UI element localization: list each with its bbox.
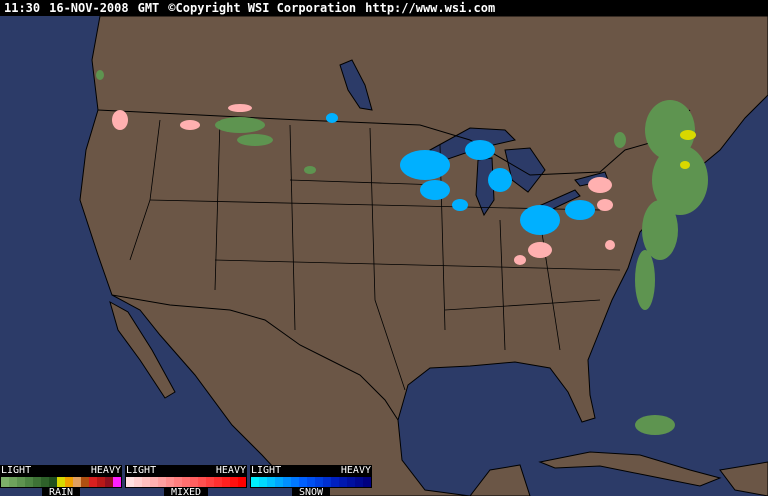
legend-swatch — [17, 477, 25, 487]
legend-swatch — [206, 477, 214, 487]
legend-color-bar — [0, 476, 122, 488]
legend-swatch — [198, 477, 206, 487]
legend-swatch — [182, 477, 190, 487]
legend-swatch — [259, 477, 267, 487]
legend-swatch — [142, 477, 150, 487]
legend-swatch — [267, 477, 275, 487]
time: 11:30 — [4, 1, 41, 15]
legend-mixed: LIGHT HEAVY MIXED — [125, 465, 247, 496]
legend-type-label: MIXED — [164, 488, 208, 496]
legend-swatch — [33, 477, 41, 487]
legend-swatch — [81, 477, 89, 487]
date: 16-NOV-2008 — [49, 1, 129, 15]
url: http://www.wsi.com — [365, 1, 496, 15]
legend-swatch — [174, 477, 182, 487]
legend-heavy-label: HEAVY — [340, 465, 371, 476]
legend-swatch — [251, 477, 259, 487]
legend-light-label: LIGHT — [126, 465, 157, 476]
legend-swatch — [150, 477, 158, 487]
state-lines — [129, 119, 621, 391]
land-baja — [109, 300, 176, 399]
legend-heavy-label: HEAVY — [90, 465, 121, 476]
lake-winnipeg — [339, 59, 373, 111]
legend-light-label: LIGHT — [251, 465, 282, 476]
legend-swatch — [190, 477, 198, 487]
legend-light-label: LIGHT — [1, 465, 32, 476]
precip-snow — [326, 113, 595, 235]
legend-swatch — [65, 477, 73, 487]
legend-swatch — [57, 477, 65, 487]
header-bar: 11:30 16-NOV-2008 GMT ©Copyright WSI Corpor… — [0, 0, 768, 16]
legend-swatch — [41, 477, 49, 487]
legend-swatch — [230, 477, 238, 487]
legend-color-bar — [125, 476, 247, 488]
legend-swatch — [89, 477, 97, 487]
legend-swatch — [323, 477, 331, 487]
legend-swatch — [134, 477, 142, 487]
legend-swatch — [307, 477, 315, 487]
legend-swatch — [339, 477, 347, 487]
legend-swatch — [49, 477, 57, 487]
legend-swatch — [113, 477, 121, 487]
legend-heavy-label: HEAVY — [215, 465, 246, 476]
legend-swatch — [222, 477, 230, 487]
copyright: ©Copyright WSI Corporation — [168, 1, 357, 15]
legend-swatch — [1, 477, 9, 487]
legend-snow: LIGHT HEAVY SNOW — [250, 465, 372, 496]
legend-swatch — [73, 477, 81, 487]
legend-swatch — [331, 477, 339, 487]
legend-swatch — [315, 477, 323, 487]
land-cuba — [538, 451, 722, 487]
land-hispaniola — [719, 461, 768, 496]
legend-swatch — [275, 477, 283, 487]
legend-color-bar — [250, 476, 372, 488]
legend-swatch — [363, 477, 371, 487]
legend-swatch — [283, 477, 291, 487]
timezone: GMT — [137, 1, 160, 15]
legend-swatch — [291, 477, 299, 487]
us-mexico-border — [111, 294, 399, 421]
legend-swatch — [355, 477, 363, 487]
legend-swatch — [238, 477, 246, 487]
legend-swatch — [347, 477, 355, 487]
precip-rain — [96, 70, 708, 435]
legend-swatch — [166, 477, 174, 487]
legend-type-label: RAIN — [42, 488, 80, 496]
legend-swatch — [299, 477, 307, 487]
legend-swatch — [214, 477, 222, 487]
legend-type-label: SNOW — [292, 488, 330, 496]
legend-swatch — [25, 477, 33, 487]
legend-swatch — [126, 477, 134, 487]
precip-mixed — [112, 104, 615, 265]
land-yucatan — [469, 464, 531, 496]
legend-swatch — [105, 477, 113, 487]
precip-heavy-rain — [680, 130, 696, 169]
legend-rain: LIGHT HEAVY RAIN — [0, 465, 122, 496]
legend-swatch — [9, 477, 17, 487]
legend-swatch — [97, 477, 105, 487]
map-canvas — [79, 16, 768, 496]
legend-swatch — [158, 477, 166, 487]
